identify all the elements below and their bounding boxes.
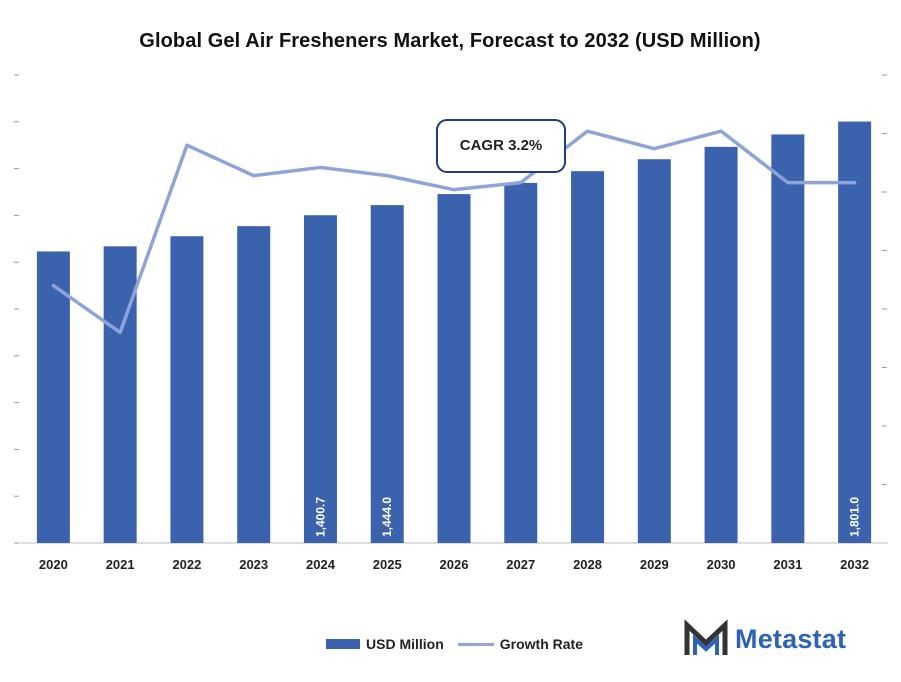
x-tick-label-2027: 2027 [506, 557, 535, 572]
metastat-logo-text: Metastat [735, 623, 847, 654]
x-tick-label-2029: 2029 [640, 557, 669, 572]
bar-2031 [771, 134, 805, 543]
bar-2023 [237, 226, 271, 543]
x-tick-label-2032: 2032 [840, 557, 869, 572]
x-tick-label-2026: 2026 [440, 557, 469, 572]
x-tick-label-2028: 2028 [573, 557, 602, 572]
bar-2028 [571, 171, 605, 543]
metastat-logo-icon [684, 619, 728, 655]
x-tick-label-2031: 2031 [773, 557, 802, 572]
bar-data-label-2024: 1,400.7 [313, 497, 327, 537]
bar-2030 [704, 146, 738, 543]
cagr-annotation: CAGR 3.2% [460, 137, 543, 154]
cagr-callout-box [436, 119, 566, 173]
bar-2021 [103, 246, 137, 543]
x-tick-label-2020: 2020 [39, 557, 68, 572]
legend-swatch-bar [326, 639, 360, 649]
legend: USD Million Growth Rate [326, 636, 583, 652]
x-tick-label-2025: 2025 [373, 557, 402, 572]
bar-2025 [370, 205, 404, 543]
x-tick-label-2030: 2030 [707, 557, 736, 572]
metastat-logo: Metastat [683, 619, 846, 659]
x-tick-label-2022: 2022 [172, 557, 201, 572]
growth-rate-line [51, 129, 857, 335]
bar-2032 [838, 121, 872, 543]
bar-2026 [437, 194, 471, 543]
bar-2029 [637, 159, 671, 544]
legend-label-usd-million: USD Million [366, 636, 444, 652]
bar-2027 [504, 182, 538, 543]
bar-2022 [170, 236, 204, 543]
x-tick-label-2024: 2024 [306, 557, 336, 572]
legend-swatch-line [457, 642, 494, 646]
legend-label-growth-rate: Growth Rate [499, 636, 584, 652]
bar-data-label-2025: 1,444.0 [380, 497, 394, 537]
x-tick-label-2023: 2023 [239, 557, 268, 572]
bar-2024 [303, 215, 337, 543]
x-tick-label-2021: 2021 [106, 557, 135, 572]
chart-title: Global Gel Air Fresheners Market, Foreca… [139, 30, 761, 52]
bar-data-label-2032: 1,801.0 [848, 497, 862, 537]
bar-2020 [36, 251, 70, 543]
